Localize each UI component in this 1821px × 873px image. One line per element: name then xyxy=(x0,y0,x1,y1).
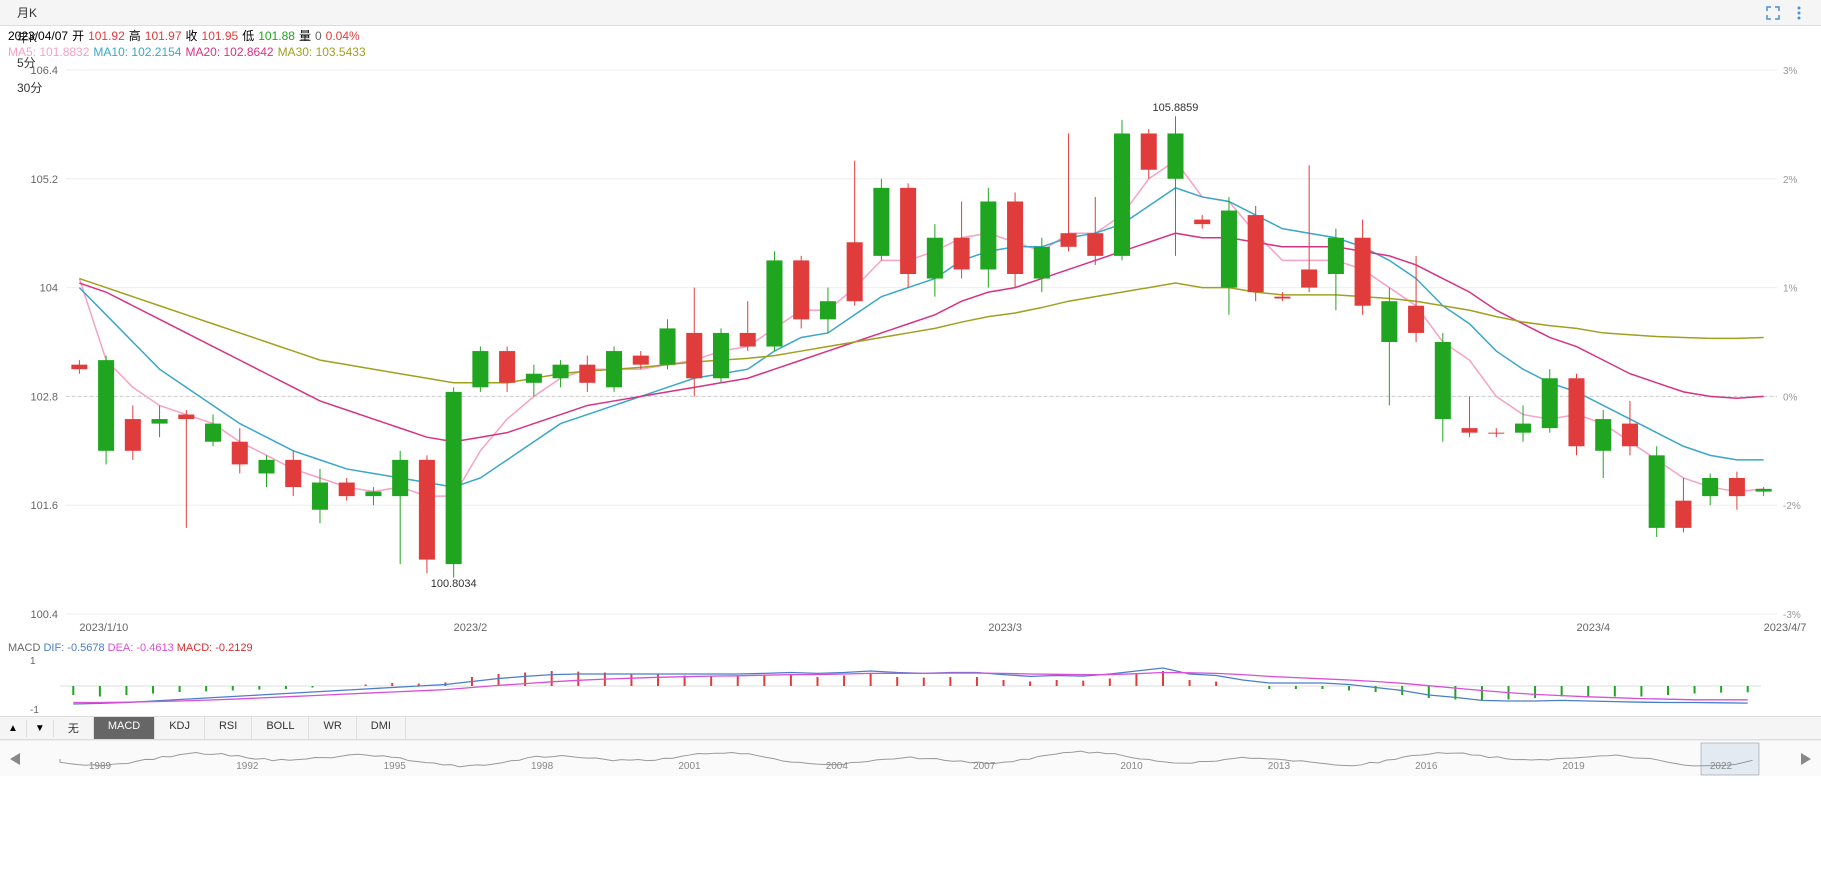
svg-text:2001: 2001 xyxy=(678,761,701,772)
svg-text:105.2: 105.2 xyxy=(30,174,58,186)
ma30-legend: MA30: 103.5433 xyxy=(278,44,366,60)
svg-text:1995: 1995 xyxy=(384,761,407,772)
svg-text:102.8: 102.8 xyxy=(30,391,58,403)
svg-text:-3%: -3% xyxy=(1783,610,1801,621)
ma-legend: MA5: 101.8832MA10: 102.2154MA20: 102.864… xyxy=(8,44,1813,60)
svg-text:0%: 0% xyxy=(1783,392,1798,403)
indicator-toolbar: ▲ ▼ 无MACDKDJRSIBOLLWRDMI xyxy=(0,716,1821,740)
svg-text:2022: 2022 xyxy=(1710,761,1733,772)
indicator-KDJ[interactable]: KDJ xyxy=(155,717,205,739)
timeframe-toolbar: 1分日K周K月K年K5分30分 xyxy=(0,0,1821,26)
macd-legend: MACD DIF: -0.5678 DEA: -0.4613 MACD: -0.… xyxy=(0,640,1821,656)
svg-text:1998: 1998 xyxy=(531,761,554,772)
svg-text:100.8034: 100.8034 xyxy=(431,578,477,590)
svg-text:2%: 2% xyxy=(1783,175,1798,186)
ma20-legend: MA20: 102.8642 xyxy=(185,44,273,60)
ma10-legend: MA10: 102.2154 xyxy=(93,44,181,60)
timeline-scrubber[interactable]: 1989 1992 1995 1998 2001 2004 2007 2010 2013 2016… xyxy=(0,740,1821,776)
svg-text:2010: 2010 xyxy=(1120,761,1143,772)
indicator-DMI[interactable]: DMI xyxy=(357,717,406,739)
svg-text:2007: 2007 xyxy=(973,761,996,772)
indicator-RSI[interactable]: RSI xyxy=(205,717,252,739)
svg-text:2019: 2019 xyxy=(1563,761,1586,772)
svg-text:106.4: 106.4 xyxy=(30,65,58,77)
candlestick-chart[interactable]: 106.4 3% 105.2 2% 104 1% 102.8 0% 101.6 -2% 100.4 -… xyxy=(0,62,1821,622)
info-high: 101.97 xyxy=(145,28,182,44)
fullscreen-icon[interactable] xyxy=(1765,5,1781,21)
indicator-无[interactable]: 无 xyxy=(54,717,94,739)
tab-月K[interactable]: 月K xyxy=(4,0,55,25)
svg-text:101.6: 101.6 xyxy=(30,500,58,512)
svg-text:1992: 1992 xyxy=(236,761,259,772)
svg-text:3%: 3% xyxy=(1783,66,1798,77)
svg-text:2004: 2004 xyxy=(826,761,849,772)
info-open: 101.92 xyxy=(88,28,125,44)
svg-text:2013: 2013 xyxy=(1268,761,1291,772)
ma5-legend: MA5: 101.8832 xyxy=(8,44,89,60)
macd-chart[interactable]: 1 -1 xyxy=(60,656,1761,716)
svg-text:1%: 1% xyxy=(1783,284,1798,295)
info-change: 0.04% xyxy=(326,28,360,44)
indicator-BOLL[interactable]: BOLL xyxy=(252,717,309,739)
svg-text:1989: 1989 xyxy=(89,761,112,772)
info-vol: 0 xyxy=(315,28,322,44)
svg-text:-2%: -2% xyxy=(1783,501,1801,512)
svg-text:104: 104 xyxy=(40,283,58,295)
x-axis-labels: 2023/1/102023/22023/32023/42023/4/7 xyxy=(0,622,1821,640)
info-date: 2023/04/07 xyxy=(8,28,68,44)
indicator-MACD[interactable]: MACD xyxy=(94,717,155,739)
svg-text:100.4: 100.4 xyxy=(30,609,58,621)
indicator-down-icon[interactable]: ▼ xyxy=(27,720,54,737)
indicator-up-icon[interactable]: ▲ xyxy=(0,720,27,737)
svg-text:105.8859: 105.8859 xyxy=(1153,102,1199,114)
info-close: 101.95 xyxy=(202,28,239,44)
ohlc-info: 2023/04/07 开 101.92 高 101.97 收 101.95 低 … xyxy=(0,26,1821,62)
more-icon[interactable] xyxy=(1791,5,1807,21)
indicator-WR[interactable]: WR xyxy=(309,717,356,739)
info-low: 101.88 xyxy=(258,28,295,44)
svg-text:2016: 2016 xyxy=(1415,761,1438,772)
